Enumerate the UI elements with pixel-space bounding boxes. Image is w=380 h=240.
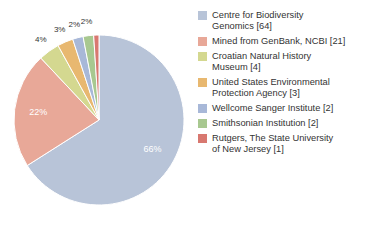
- html-text:Genomics [64]: Genomics [64]: [212, 21, 272, 31]
- html-text:Centre for Biodiversity: Centre for Biodiversity: [212, 10, 304, 20]
- html-text:Rutgers, The State University: Rutgers, The State University: [212, 133, 334, 143]
- html-text:Protection Agency [3]: Protection Agency [3]: [212, 88, 300, 98]
- svg-text:22%: 22%: [29, 107, 47, 117]
- html-text:Museum [4]: Museum [4]: [212, 62, 261, 72]
- svg-text:66%: 66%: [144, 144, 162, 154]
- html-text:Smithsonian Institution [2]: Smithsonian Institution [2]: [212, 118, 319, 128]
- html-text:Mined from GenBank, NCBI [21]: Mined from GenBank, NCBI [21]: [212, 36, 346, 46]
- html-text:United States Environmental: United States Environmental: [212, 77, 330, 87]
- svg-text:3%: 3%: [54, 25, 66, 34]
- svg-text:4%: 4%: [35, 35, 47, 44]
- svg-text:2%: 2%: [81, 17, 93, 26]
- html-text:of New Jersey [1]: of New Jersey [1]: [212, 144, 284, 154]
- svg-text:2%: 2%: [69, 20, 81, 29]
- html-text:Wellcome Sanger Institute [2]: Wellcome Sanger Institute [2]: [212, 103, 334, 113]
- html-text:Croatian Natural History: Croatian Natural History: [212, 51, 312, 61]
